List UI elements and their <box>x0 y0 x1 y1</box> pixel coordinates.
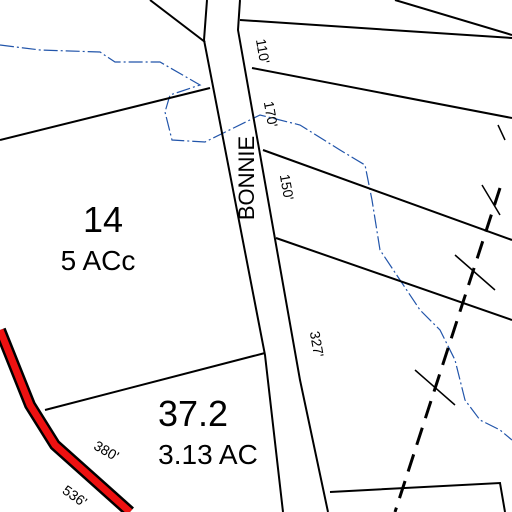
dimension-label: 380' <box>91 437 122 464</box>
dimension-label: 536' <box>60 482 91 510</box>
dimension-label: 110' <box>253 37 273 64</box>
parcel-number: 14 <box>83 199 123 240</box>
road-name: BONNIE <box>234 136 259 220</box>
parcel-number: 37.2 <box>158 393 228 434</box>
parcel-area: 3.13 AC <box>158 439 258 470</box>
dimension-label: 170' <box>261 100 281 128</box>
dimension-label: 327' <box>307 330 327 358</box>
parcel-area: 5 ACc <box>61 245 136 276</box>
dimension-label: 150' <box>277 173 297 201</box>
